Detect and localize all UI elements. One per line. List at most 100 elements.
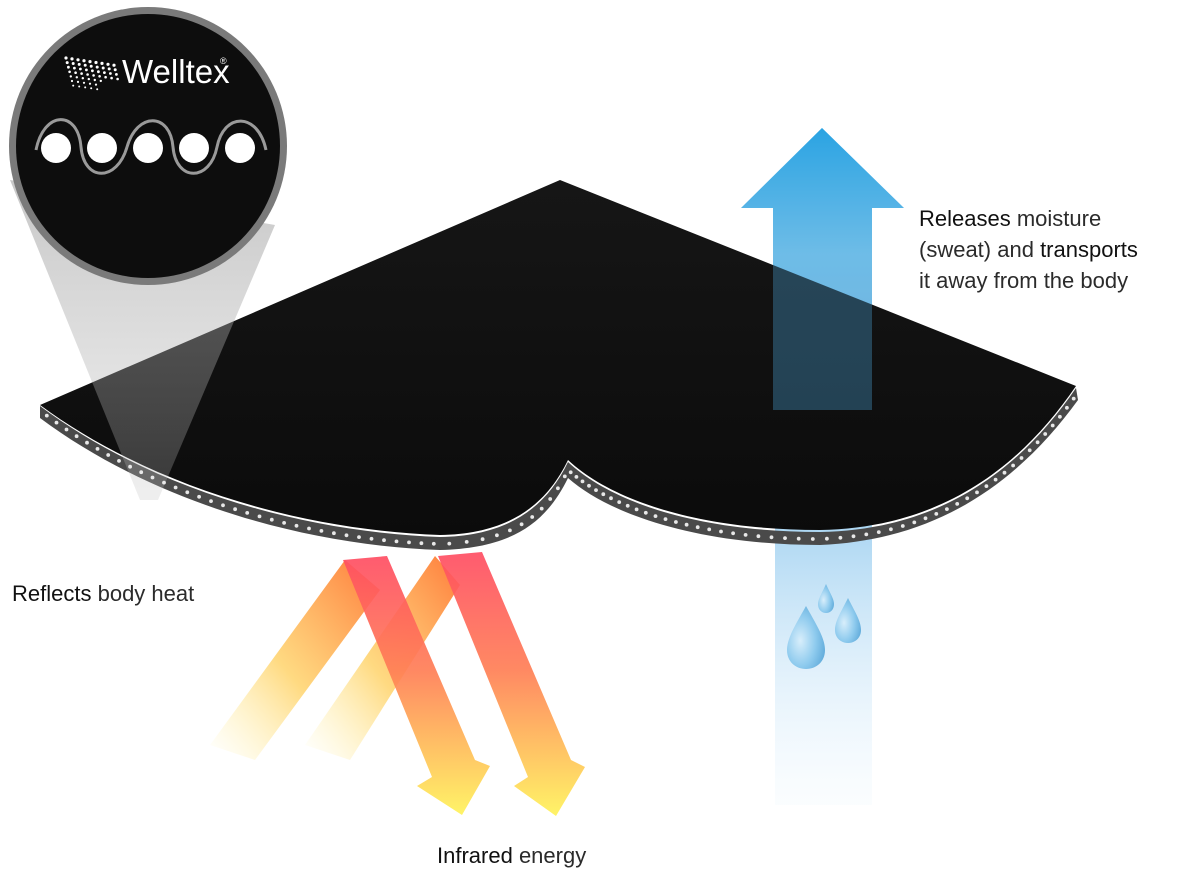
logo-dot [98, 75, 101, 78]
fabric-pore [851, 534, 856, 539]
fabric-pore [369, 536, 374, 541]
fabric-pore [185, 490, 190, 495]
logo-dot [95, 65, 99, 69]
fabric-pore [783, 536, 787, 540]
logo-dot [70, 79, 74, 83]
fabric-pore [307, 526, 311, 531]
incoming-beam-right [305, 556, 460, 760]
fabric-pore [464, 540, 469, 544]
logo-dot [65, 61, 69, 65]
logo-dot [72, 84, 75, 87]
logo-dot [85, 68, 88, 72]
fabric-pore [344, 533, 349, 538]
fabric-pore [663, 517, 668, 521]
logo-dot [91, 69, 94, 73]
weave-pattern-icon [34, 118, 268, 175]
fabric-pore [984, 484, 989, 488]
logo-dot [97, 70, 100, 74]
fabric-pore [719, 529, 723, 534]
magnifier-lens: Welltex ® [9, 7, 287, 285]
moisture-label-start-2: (sweat) and [919, 237, 1041, 262]
fabric-pore [332, 531, 336, 536]
moisture-label-bold-1: Releases [919, 206, 1011, 231]
fabric-pore [431, 541, 436, 546]
infrared-label-rest: energy [512, 843, 587, 868]
fabric-pore [294, 523, 299, 528]
fabric-pore [674, 520, 678, 524]
fabric-pore [44, 413, 49, 418]
fabric-pore [64, 427, 69, 432]
logo-dot [103, 71, 106, 74]
fabric-pore [796, 536, 801, 541]
heat-label-rest: body heat [91, 581, 195, 606]
fabric-pore [95, 447, 100, 451]
fabric-pore [825, 536, 829, 541]
fabric-pore [731, 531, 735, 536]
fabric-pore [707, 527, 712, 532]
fabric-pore [769, 535, 774, 540]
logo-dot [89, 64, 93, 68]
fabric-pore [574, 475, 579, 479]
fabric-pore [900, 524, 905, 528]
fabric-pore [756, 534, 761, 539]
fabric-pore [1050, 423, 1055, 428]
fabric-pore [173, 485, 178, 490]
fabric-pore [864, 532, 869, 537]
fabric-pore [221, 503, 225, 508]
fabric-pore [617, 500, 622, 504]
fabric-pore [965, 496, 970, 501]
logo-dot [84, 86, 87, 89]
logo-dot [100, 61, 104, 65]
logo-dot [83, 63, 87, 67]
fabric-pore [508, 528, 512, 533]
logo-dot [86, 73, 89, 76]
logo-dot [94, 60, 98, 65]
fabric-pore [106, 453, 111, 457]
fabric-pore [162, 480, 166, 485]
fabric-pore [955, 502, 960, 506]
logo-dot [87, 77, 91, 81]
moisture-label-bold-2: transports [1040, 237, 1138, 262]
water-drop-icon [787, 584, 861, 669]
fabric-pore [257, 514, 262, 519]
fabric-pore [357, 535, 361, 539]
logo-dot [113, 68, 117, 72]
fabric-pore [653, 514, 658, 518]
logo-dot [88, 60, 92, 64]
fabric-pore [889, 527, 893, 532]
fabric-pore [934, 512, 939, 516]
fabric-pore [128, 464, 133, 469]
fabric-pore [245, 511, 250, 515]
moisture-label-line-3: it away from the body [919, 268, 1129, 293]
logo-dot [112, 63, 116, 67]
incoming-heat-beams [210, 556, 460, 760]
fabric-pore [269, 517, 274, 522]
fabric-pore [382, 538, 386, 543]
fabric-pore [150, 475, 155, 480]
fabric-pore [85, 440, 89, 445]
fabric-pore [876, 530, 881, 534]
logo-dot [115, 73, 118, 76]
fabric-pore [643, 510, 648, 515]
fabric-pore [1058, 414, 1062, 419]
fabric-pore [945, 507, 949, 511]
logo-dot [101, 66, 105, 70]
fabric-pore [975, 490, 979, 495]
fabric-pore [548, 497, 553, 501]
fabric-pore [1065, 405, 1069, 410]
brand-name: Welltex [122, 53, 230, 90]
logo-dot [69, 75, 73, 78]
fabric-pore [1002, 470, 1007, 475]
fabric-pore [601, 492, 606, 497]
moisture-label-rest-1: moisture [1010, 206, 1102, 231]
fabric-pore [407, 540, 411, 545]
fabric-pore [1019, 456, 1024, 460]
fabric-pore [495, 533, 499, 538]
logo-dot [77, 62, 81, 66]
moisture-label: Releases moisture (sweat) and transports… [919, 203, 1189, 296]
fabric-pore [594, 488, 598, 492]
fabric-pore [993, 477, 998, 482]
reflected-heat-arrows [343, 552, 585, 816]
fabric-pore [568, 470, 573, 475]
